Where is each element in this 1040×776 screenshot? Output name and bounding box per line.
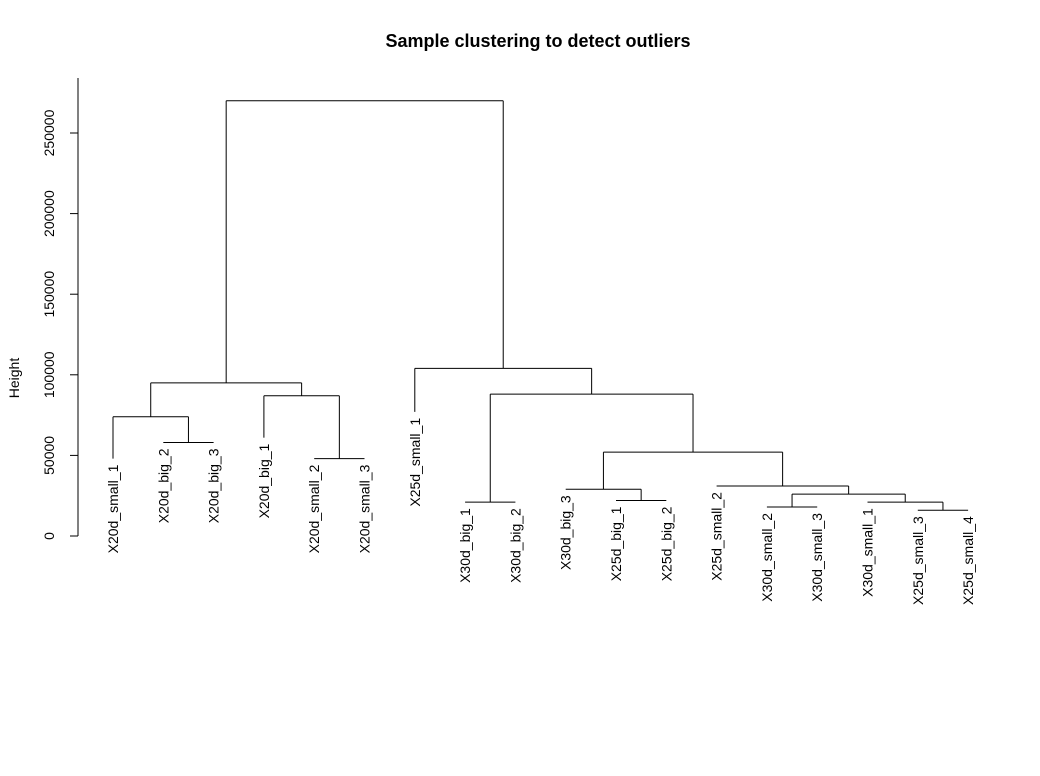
leaf-label: X20d_small_3: [357, 464, 373, 553]
leaf-label: X20d_big_3: [206, 448, 222, 523]
leaf-label: X25d_small_1: [407, 418, 423, 507]
leaf-label: X30d_small_2: [759, 513, 775, 602]
leaf-label: X25d_big_2: [658, 506, 674, 581]
leaf-label: X25d_big_1: [608, 506, 624, 581]
y-axis-label: Height: [6, 358, 22, 399]
chart-title: Sample clustering to detect outliers: [385, 31, 690, 51]
leaf-label: X20d_small_2: [306, 464, 322, 553]
y-tick-label: 100000: [41, 351, 57, 398]
leaf-label: X25d_small_3: [910, 516, 926, 605]
y-axis-ticks: 0 50000 100000 150000 200000 250000: [41, 109, 78, 540]
y-tick-label: 150000: [41, 271, 57, 318]
leaf-label: X20d_small_1: [105, 464, 121, 553]
y-tick-label: 200000: [41, 190, 57, 237]
dendrogram-branches: [112, 100, 969, 511]
leaf-label: X30d_big_2: [507, 508, 523, 583]
leaf-label: X20d_big_2: [155, 448, 171, 523]
leaf-label: X30d_small_3: [809, 513, 825, 602]
leaf-label: X20d_big_1: [256, 443, 272, 518]
leaf-label: X25d_small_4: [960, 516, 976, 605]
leaf-label: X25d_small_2: [709, 492, 725, 581]
leaf-label: X30d_big_3: [558, 495, 574, 570]
y-tick-label: 250000: [41, 109, 57, 156]
leaf-label: X30d_big_1: [457, 508, 473, 583]
y-tick-label: 0: [41, 532, 57, 540]
leaf-label: X30d_small_1: [860, 508, 876, 597]
y-tick-label: 50000: [41, 436, 57, 475]
leaf-labels: X20d_small_1 X20d_big_2 X20d_big_3 X20d_big…: [105, 418, 976, 605]
